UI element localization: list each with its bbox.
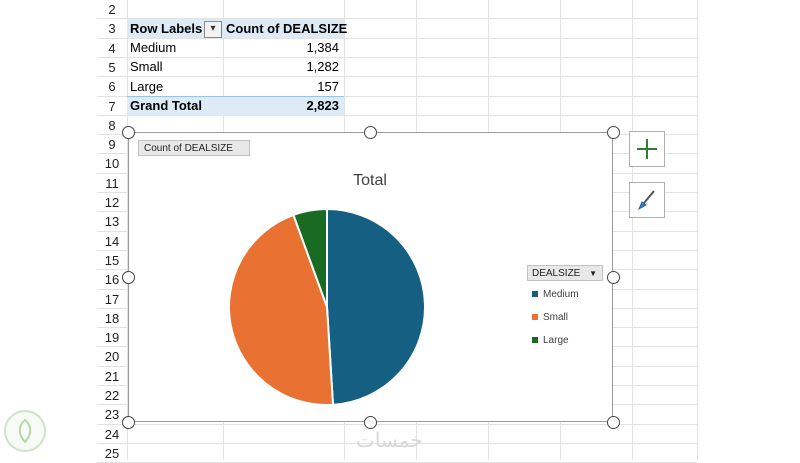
- pivot-row-label[interactable]: Small: [130, 59, 163, 74]
- chart-elements-button[interactable]: [629, 131, 665, 167]
- pivot-row-value[interactable]: 1,282: [306, 59, 339, 74]
- pivot-grand-total-value[interactable]: 2,823: [306, 98, 339, 113]
- gridline-horizontal: [97, 57, 697, 58]
- gridline-vertical: [632, 0, 633, 460]
- pivot-total-row: [127, 96, 344, 116]
- gridline-horizontal: [97, 76, 697, 77]
- row-number[interactable]: 8: [108, 117, 116, 133]
- row-number[interactable]: 4: [108, 40, 116, 56]
- legend-swatch: [532, 314, 538, 321]
- row-number[interactable]: 3: [108, 21, 116, 37]
- legend-item-large[interactable]: Large: [532, 334, 569, 348]
- watermark-text: خمسات: [356, 430, 423, 452]
- row-number[interactable]: 15: [104, 252, 120, 268]
- pivot-row-value[interactable]: 1,384: [306, 40, 339, 55]
- pivot-row-labels-header[interactable]: Row Labels: [130, 21, 203, 36]
- legend-label: Large: [543, 335, 569, 346]
- resize-handle-top-right[interactable]: [607, 126, 620, 139]
- row-number[interactable]: 13: [104, 214, 120, 230]
- dropdown-arrow-icon: ▼: [589, 269, 597, 278]
- resize-handle-top-left[interactable]: [122, 126, 135, 139]
- resize-handle-bottom-right[interactable]: [607, 416, 620, 429]
- resize-handle-left[interactable]: [122, 271, 135, 284]
- row-number[interactable]: 6: [108, 79, 116, 95]
- gridline-horizontal: [97, 18, 697, 19]
- legend-field-label: DEALSIZE: [532, 268, 581, 279]
- gridline-horizontal: [97, 38, 697, 39]
- legend-swatch: [532, 337, 538, 344]
- chart-title[interactable]: Total: [353, 172, 387, 189]
- legend-item-medium[interactable]: Medium: [532, 288, 579, 302]
- resize-handle-right[interactable]: [607, 271, 620, 284]
- row-number[interactable]: 5: [108, 59, 116, 75]
- legend-swatch: [532, 291, 538, 298]
- gridline-horizontal: [97, 424, 697, 425]
- pivot-row-label[interactable]: Medium: [130, 40, 177, 55]
- plus-icon: [637, 139, 657, 159]
- pivot-count-header[interactable]: Count of DEALSIZE: [226, 21, 348, 36]
- sort-filter-icon[interactable]: ▾: [204, 21, 222, 38]
- gridline-horizontal: [97, 96, 697, 97]
- chart-styles-button[interactable]: [629, 182, 665, 218]
- row-number[interactable]: 18: [104, 310, 120, 326]
- resize-handle-top[interactable]: [364, 126, 377, 139]
- row-number[interactable]: 20: [104, 349, 120, 365]
- row-number[interactable]: 12: [104, 195, 120, 210]
- row-number[interactable]: 24: [104, 426, 120, 442]
- gridline-vertical: [127, 0, 128, 460]
- row-number[interactable]: 10: [104, 156, 120, 172]
- row-number[interactable]: 16: [104, 272, 120, 288]
- gridline-horizontal: [97, 115, 697, 116]
- resize-handle-bottom[interactable]: [364, 416, 377, 429]
- row-number[interactable]: 11: [105, 175, 119, 191]
- row-number[interactable]: 17: [104, 291, 120, 307]
- pivot-grand-total-label[interactable]: Grand Total: [130, 98, 202, 113]
- brush-icon: [637, 190, 655, 211]
- legend-label: Small: [543, 312, 569, 323]
- legend-label: Medium: [543, 289, 579, 300]
- row-number[interactable]: 9: [108, 137, 116, 153]
- resize-handle-bottom-left[interactable]: [122, 416, 135, 429]
- row-number[interactable]: 25: [104, 445, 120, 461]
- legend-item-small[interactable]: Small: [532, 311, 568, 325]
- gridline-horizontal: [97, 443, 697, 444]
- pivot-header-row: [127, 19, 344, 38]
- gridline-vertical: [697, 0, 698, 460]
- row-number[interactable]: 7: [108, 98, 116, 114]
- logo-icon: [4, 410, 46, 452]
- pivot-row-label[interactable]: Large: [130, 79, 164, 94]
- row-number[interactable]: 22: [104, 388, 120, 403]
- row-number[interactable]: 14: [104, 233, 120, 249]
- row-number[interactable]: 19: [104, 330, 120, 346]
- row-number[interactable]: 21: [104, 368, 120, 384]
- row-number[interactable]: 2: [108, 2, 116, 17]
- chart-value-field-button[interactable]: Count of DEALSIZE: [138, 140, 250, 156]
- legend-field-button[interactable]: DEALSIZE ▼: [527, 265, 603, 281]
- pivot-row-value[interactable]: 157: [317, 79, 339, 94]
- row-number[interactable]: 23: [104, 407, 120, 423]
